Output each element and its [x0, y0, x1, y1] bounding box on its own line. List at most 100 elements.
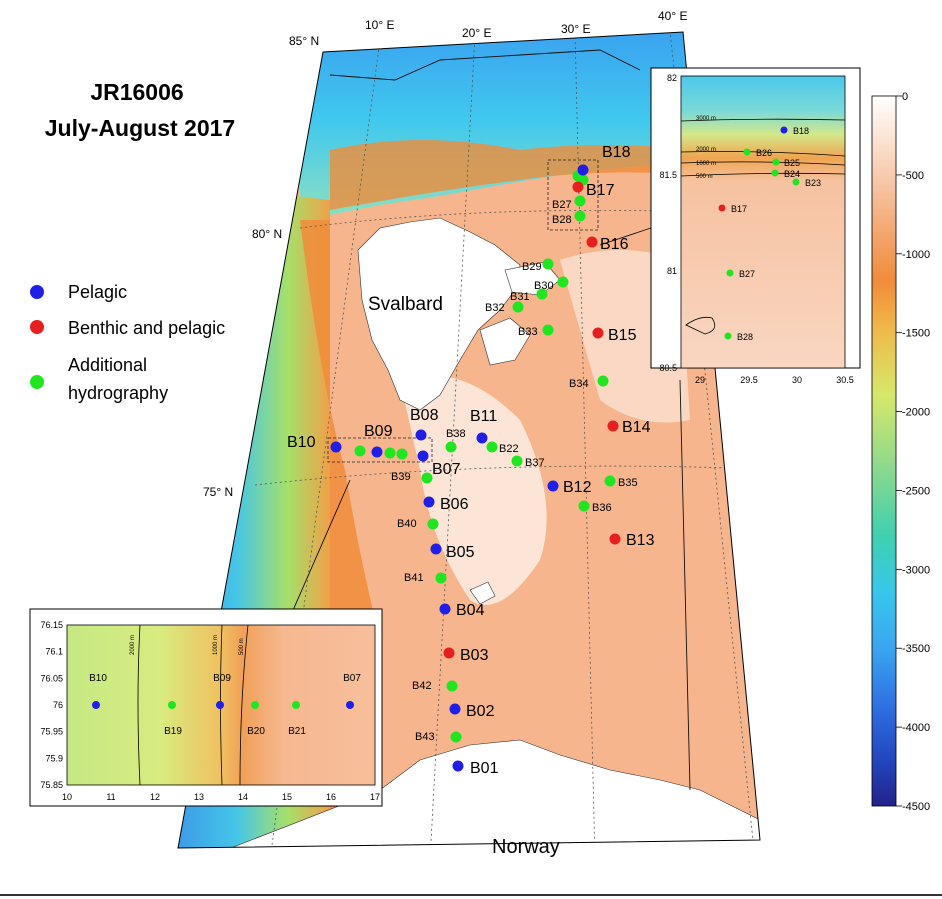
colorbar-tick-0: 0	[902, 91, 908, 103]
lat-label-85: 85° N	[289, 34, 319, 48]
inset-sw-xtick-0: 10	[62, 792, 72, 802]
lon-label-10: 10° E	[365, 18, 394, 32]
inset-southwest: 2000 m 1000 m 500 m 76.15 76.1 76.05 76 75.9…	[29, 608, 383, 807]
inset-sw-label-b09: B09	[213, 673, 231, 684]
title-line-2: July-August 2017	[45, 115, 235, 141]
main-stations: B18 B17 B27 B28 B16 B29 B30 B31 B32 B33 B15 B34 B14 B…	[287, 144, 655, 777]
inset-sw-ytick-4: 75.95	[40, 727, 63, 737]
station-label-b29: B29	[522, 261, 542, 273]
station-marker-b38	[445, 441, 457, 453]
station-marker-b02	[449, 703, 461, 715]
inset-ne-contour-3000: 3000 m	[696, 116, 716, 122]
station-label-b35: B35	[618, 477, 638, 489]
lon-label-20: 20° E	[462, 26, 491, 40]
inset-ne-label-b26: B26	[756, 148, 772, 158]
inset-sw-label-b19: B19	[164, 726, 182, 737]
station-marker-b11	[476, 432, 488, 444]
station-marker-b04	[439, 603, 451, 615]
station-marker-b34	[597, 375, 609, 387]
station-marker-b06	[423, 496, 435, 508]
station-marker-b29	[542, 258, 554, 270]
place-svalbard: Svalbard	[368, 294, 443, 315]
inset-ne-marker-b18	[780, 126, 788, 134]
inset-ne-label-b24: B24	[784, 169, 800, 179]
station-label-b10: B10	[287, 434, 316, 451]
inset-ne-label-b27: B27	[739, 269, 755, 279]
inset-ne-ytick-3: 80.5	[659, 363, 677, 373]
inset-sw-ytick-1: 76.1	[45, 647, 63, 657]
colorbar-tick-5: -2500	[902, 485, 930, 497]
figure-title: JR16006 July-August 2017	[45, 79, 235, 141]
station-marker-b13	[609, 533, 621, 545]
svalbard-land	[357, 217, 521, 411]
station-marker-b27	[574, 195, 586, 207]
station-label-b13: B13	[626, 532, 655, 549]
inset-sw-ytick-2: 76.05	[40, 673, 63, 683]
legend-label-hydro-1: Additional	[68, 355, 147, 375]
legend-label-benthic: Benthic and pelagic	[68, 318, 225, 338]
station-label-b17: B17	[586, 182, 615, 199]
graticule	[254, 32, 756, 848]
station-marker-b07	[417, 450, 429, 462]
inset-ne-marker-b24	[771, 169, 779, 177]
inset-ne-label-b28: B28	[737, 332, 753, 342]
station-label-b18: B18	[602, 144, 631, 161]
station-label-b34: B34	[569, 378, 589, 390]
lat-label-75: 75° N	[203, 485, 233, 499]
ne-study-box	[547, 159, 599, 231]
station-label-b38: B38	[446, 428, 466, 440]
inset-sw-xtick-7: 17	[370, 792, 380, 802]
station-label-b41: B41	[404, 572, 424, 584]
station-marker-b16	[586, 236, 598, 248]
colorbar-tick-3: -1500	[902, 328, 930, 340]
station-label-b02: B02	[466, 703, 495, 720]
station-marker-b22	[486, 441, 498, 453]
inset-sw-xtick-4: 14	[238, 792, 248, 802]
station-marker-b42	[446, 680, 458, 692]
inset-ne-contour-2000: 2000 m	[696, 147, 716, 153]
inset-sw-xtick-3: 13	[194, 792, 204, 802]
station-label-b42: B42	[412, 680, 432, 692]
station-marker-b32	[512, 301, 524, 313]
inset-ne-xtick-2: 30	[792, 375, 802, 385]
station-marker-b10	[330, 441, 342, 453]
inset-sw-ytick-0: 76.15	[40, 620, 63, 630]
inset-sw-xtick-2: 12	[150, 792, 160, 802]
inset-ne-ytick-0: 82	[667, 73, 677, 83]
station-label-b33: B33	[518, 326, 538, 338]
colorbar-tick-7: -3500	[902, 643, 930, 655]
inset-sw-marker-b21	[292, 701, 300, 709]
legend-marker-pelagic	[30, 285, 44, 299]
station-label-b06: B06	[440, 496, 469, 513]
inset-ne-contour-1000: 1000 m	[696, 161, 716, 167]
station-label-b27: B27	[552, 199, 572, 211]
station-marker-b39	[421, 472, 433, 484]
legend-label-pelagic: Pelagic	[68, 282, 127, 302]
station-marker-extra	[396, 448, 408, 460]
colorbar-tick-8: -4000	[902, 722, 930, 734]
station-marker-b15	[592, 327, 604, 339]
place-norway: Norway	[492, 836, 560, 858]
map-frame	[177, 31, 761, 849]
station-marker-extra	[384, 447, 396, 459]
colorbar-ramp	[871, 95, 897, 807]
inset-sw-xtick-5: 15	[282, 792, 292, 802]
inset-sw-contour-1000: 1000 m	[213, 635, 219, 655]
inset-ne-xtick-3: 30.5	[836, 375, 854, 385]
station-label-b04: B04	[456, 602, 485, 619]
inset-ne-marker-b27	[726, 269, 734, 277]
inset-ne-marker-b23	[792, 178, 800, 186]
station-marker-b18	[577, 164, 589, 176]
station-marker-b35	[604, 475, 616, 487]
inset-ne-xtick-1: 29.5	[740, 375, 758, 385]
inset-ne-label-b18: B18	[793, 126, 809, 136]
station-label-b39: B39	[391, 471, 411, 483]
station-marker-b43	[450, 731, 462, 743]
station-marker-b30	[557, 276, 569, 288]
inset-northeast: 3000 m 2000 m 1000 m 500 m 82 81.5 81 80…	[650, 67, 861, 385]
lon-label-30: 30° E	[561, 22, 590, 36]
station-marker-b40	[427, 518, 439, 530]
station-label-b30: B30	[534, 280, 554, 292]
colorbar-tick-4: -2000	[902, 407, 930, 419]
